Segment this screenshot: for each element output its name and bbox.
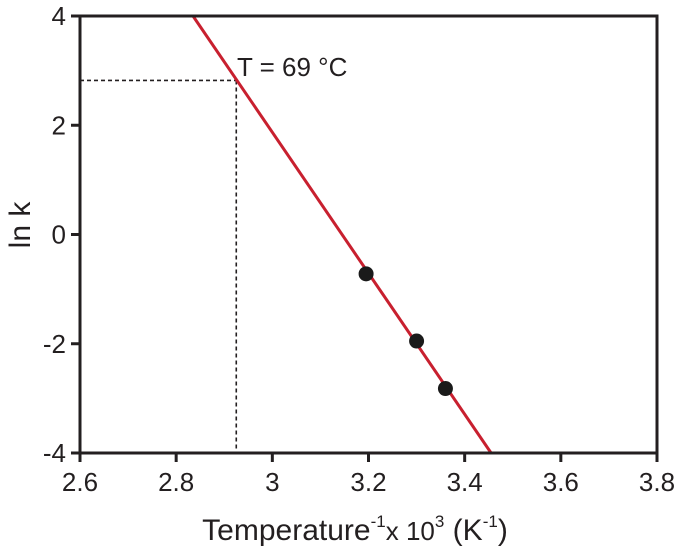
x-ticks: 2.6 2.8 3 3.2 3.4 3.6 3.8 xyxy=(62,453,675,497)
data-point-1 xyxy=(358,266,374,282)
y-tick-label: -4 xyxy=(43,438,66,468)
y-tick-label: -2 xyxy=(43,329,66,359)
y-tick-label: 4 xyxy=(52,1,66,31)
x-axis-title-sup2: 3 xyxy=(435,512,444,531)
x-tick-label: 2.6 xyxy=(62,467,98,497)
x-axis-title-sup3: -1 xyxy=(483,512,498,531)
x-tick-label: 3.6 xyxy=(543,467,579,497)
y-tick-label: 2 xyxy=(52,110,66,140)
x-tick-label: 3 xyxy=(265,467,279,497)
x-tick-label: 3.2 xyxy=(350,467,386,497)
reference-lines xyxy=(80,79,238,453)
x-tick-label: 3.4 xyxy=(447,467,483,497)
data-point-2 xyxy=(409,333,425,349)
x-axis-title-mid: x 10 xyxy=(386,516,435,546)
y-axis-title: ln k xyxy=(4,201,37,249)
y-ticks: -4 -2 0 2 4 xyxy=(43,1,80,468)
x-axis-title-base: Temperature xyxy=(202,514,370,547)
y-tick-label: 0 xyxy=(52,220,66,250)
x-axis-title-sup1: -1 xyxy=(371,512,386,531)
x-tick-label: 3.8 xyxy=(639,467,675,497)
x-axis-title-unit-open: (K xyxy=(444,514,482,547)
x-axis-title-unit-close: ) xyxy=(498,514,508,547)
x-tick-label: 2.8 xyxy=(158,467,194,497)
annotation-label: T = 69 °C xyxy=(237,52,347,82)
data-point-3 xyxy=(437,381,453,397)
data-points xyxy=(358,266,453,397)
plot-frame xyxy=(78,14,659,455)
fit-line xyxy=(191,15,493,454)
x-axis-title: Temperature-1x 103 (K-1) xyxy=(202,512,508,547)
